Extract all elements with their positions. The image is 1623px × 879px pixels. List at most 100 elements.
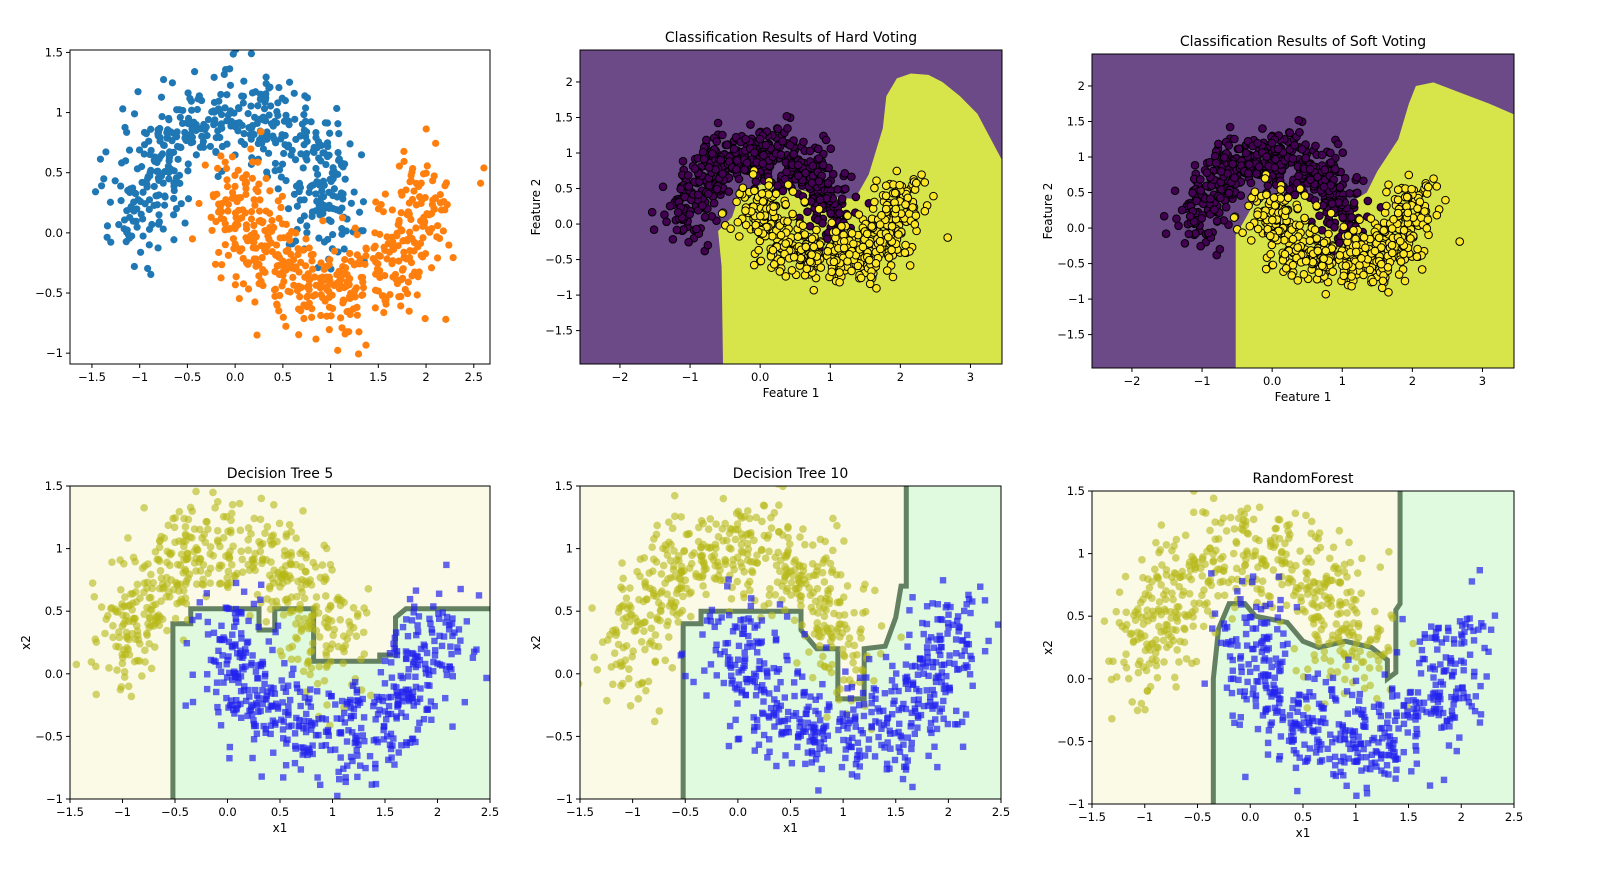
data-point [713,118,723,128]
data-point [242,221,251,229]
data-point [776,230,786,240]
data-point [258,556,267,565]
data-point [170,194,178,203]
data-point [729,144,739,154]
data-point [232,605,240,613]
data-point [261,695,269,702]
data-point [673,208,683,217]
data-point [1293,276,1303,285]
data-point [756,211,765,221]
data-point [871,586,879,595]
data-point [645,569,654,577]
data-point [816,745,823,752]
data-point [235,499,244,508]
x-tick-label: 1.5 [369,370,387,384]
data-point [251,686,259,694]
data-point [287,655,296,664]
data-point [204,525,212,533]
data-point [686,612,695,621]
data-point [1180,238,1190,248]
data-point [312,602,321,611]
y-axis-label: Feature 2 [1041,183,1055,240]
data-point [398,709,405,717]
data-point [1317,150,1327,160]
data-point [934,763,941,771]
data-point [403,290,412,298]
data-point [451,629,458,636]
data-point [588,604,596,612]
data-point [1324,229,1333,239]
data-point [925,637,932,644]
data-point [173,581,182,590]
data-point [389,742,396,749]
decision-boundary [680,486,909,799]
data-point [1266,249,1275,259]
data-point [265,111,273,119]
data-point [712,137,721,146]
data-point [397,209,405,217]
data-point [226,743,234,751]
data-point [301,262,310,270]
data-point [791,565,799,574]
data-point [1313,172,1322,182]
data-point [253,590,262,599]
data-point [383,716,390,723]
x-axis-label: Feature 1 [1275,390,1332,404]
data-point [859,689,867,697]
plot-area [1092,54,1514,368]
data-point [742,158,752,168]
data-point [816,263,826,272]
data-point [856,747,863,754]
data-point [1317,261,1327,271]
data-point [483,674,490,682]
data-point [286,558,295,567]
data-point [101,629,109,638]
data-point [697,516,706,525]
data-point [794,743,801,751]
data-point [826,584,835,593]
y-tick-label: 1 [56,106,63,120]
data-point [303,222,311,230]
data-point [741,649,748,656]
data-point [177,200,185,208]
data-point [829,257,839,267]
data-point [668,524,677,533]
data-point [827,668,836,677]
data-point [417,685,424,692]
data-point [725,576,732,583]
data-point [852,723,859,730]
data-point [258,773,265,780]
data-point [1315,211,1324,220]
data-point [1312,201,1321,210]
data-point [212,217,220,226]
data-point [861,580,869,589]
data-point [924,659,931,666]
data-point [835,277,844,287]
data-point [454,644,461,651]
data-point [422,125,430,133]
data-point [118,600,126,608]
data-point [395,162,403,170]
data-point [1338,213,1347,222]
data-point [734,700,741,707]
data-point [1399,249,1408,259]
data-point [787,591,795,599]
data-point [679,592,687,601]
data-point [826,559,835,568]
data-point [150,182,158,191]
data-point [182,702,189,709]
data-point [308,313,316,321]
data-point [315,181,324,189]
data-point [805,573,813,581]
data-point [729,677,736,684]
data-point [176,561,185,570]
data-point [252,244,260,252]
data-point [287,528,296,536]
data-point [771,590,780,599]
data-point [279,611,288,619]
data-point [103,222,112,230]
data-point [111,177,119,185]
data-point [242,190,250,199]
data-point [1432,182,1442,191]
data-point [380,726,387,734]
